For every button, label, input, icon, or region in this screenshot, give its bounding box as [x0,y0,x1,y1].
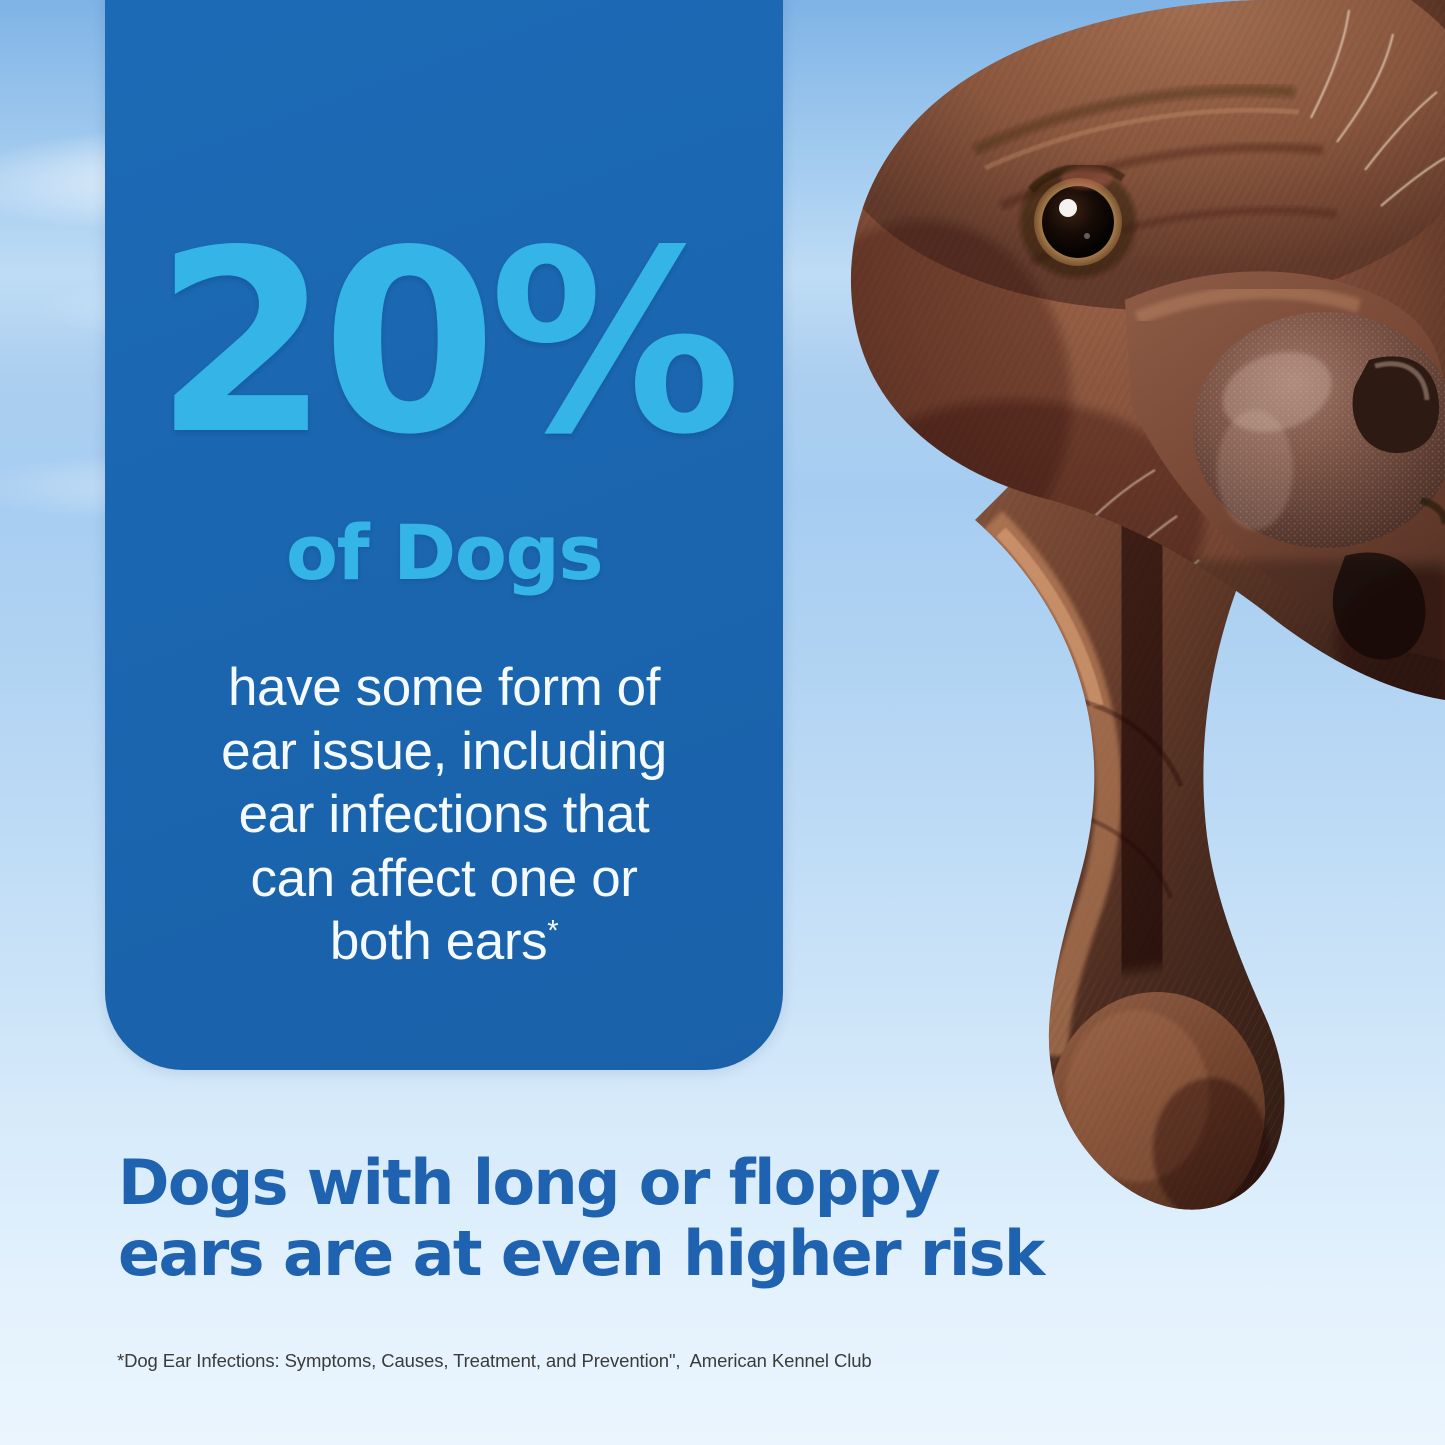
stat-description-line-text: both ears [329,912,548,972]
headline: Dogs with long or floppy ears are at eve… [118,1146,1128,1290]
stat-card: 20% of Dogs have some form of ear issue,… [105,0,783,1070]
headline-line: Dogs with long or floppy [118,1146,941,1219]
stat-description-line: ear infections that [238,785,650,845]
stat-number: 20% [154,197,741,490]
stat-description-line-last: both ears* [145,910,743,974]
source-footnote: *Dog Ear Infections: Symptoms, Causes, T… [117,1350,872,1371]
stat-description-line: have some form of [227,658,661,717]
stat-subject-label: of Dogs [285,508,604,597]
dog-eye-lower [943,598,1071,700]
stat-description: have some form of ear issue, including e… [145,656,743,974]
dog-eye-upper [1020,163,1136,278]
stat-description-line: can affect one or [250,848,638,908]
headline-line: ears are at even higher risk [118,1216,1045,1290]
footnote-marker: * [547,915,559,948]
stat-description-line: ear issue, including [221,721,667,781]
dog-photo [825,0,1445,1340]
